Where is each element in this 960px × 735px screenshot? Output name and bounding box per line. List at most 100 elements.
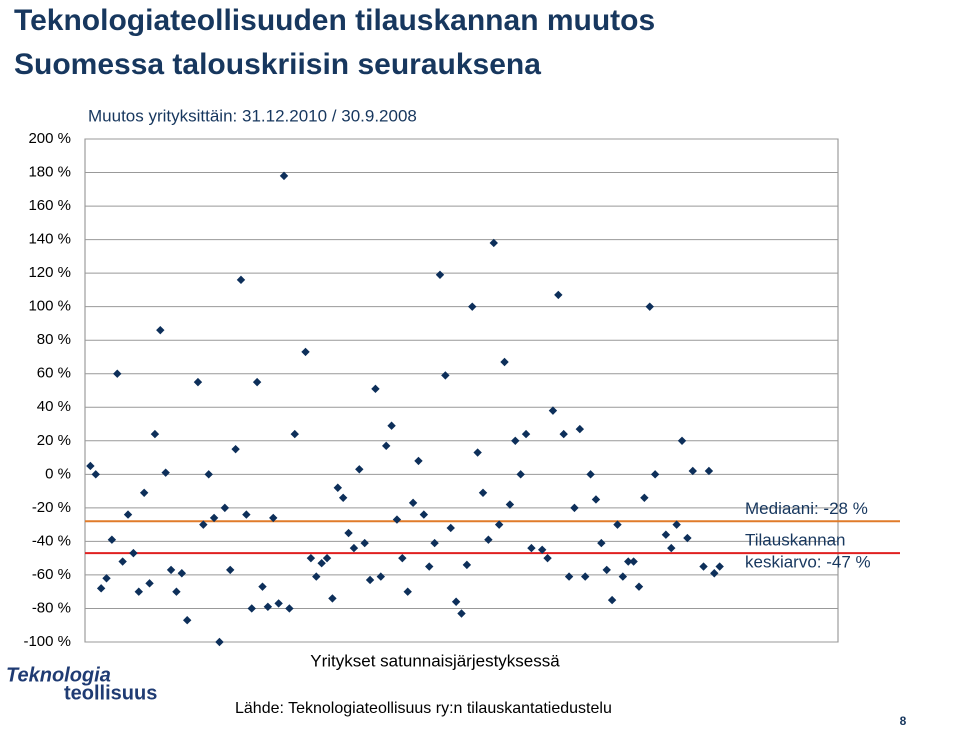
- data-point: [204, 470, 213, 479]
- data-point: [661, 530, 671, 539]
- data-point: [290, 429, 299, 439]
- data-point: [333, 483, 342, 492]
- data-point: [161, 468, 170, 477]
- data-point: [328, 594, 337, 603]
- data-point: [667, 543, 676, 553]
- data-point: [478, 488, 488, 497]
- data-point: [543, 553, 552, 563]
- data-point: [672, 520, 681, 529]
- data-point: [564, 572, 574, 581]
- data-point: [193, 377, 203, 387]
- data-point: [581, 572, 590, 581]
- data-point: [650, 470, 660, 479]
- data-point: [387, 421, 396, 430]
- y-tick-label: -100 %: [23, 633, 71, 650]
- data-point: [156, 325, 165, 335]
- data-point: [408, 498, 418, 508]
- data-point: [258, 582, 267, 591]
- title-line: Teknologiateollisuuden tilauskannan muut…: [14, 4, 655, 37]
- y-tick-label: 200 %: [28, 130, 71, 147]
- data-point: [457, 609, 466, 618]
- data-point: [403, 587, 412, 596]
- data-point: [247, 604, 256, 613]
- data-point: [710, 569, 719, 578]
- y-tick-label: 180 %: [28, 164, 71, 181]
- reference-label: keskiarvo: -47 %: [745, 553, 871, 572]
- data-point: [451, 597, 461, 606]
- data-point: [559, 429, 568, 439]
- data-point: [554, 290, 563, 300]
- data-point: [414, 456, 423, 466]
- logo-line: Teknologia: [6, 664, 111, 686]
- data-point: [484, 535, 493, 544]
- data-point: [645, 302, 654, 311]
- data-point: [586, 470, 595, 479]
- data-point: [521, 429, 531, 439]
- data-point: [537, 545, 547, 554]
- data-point: [505, 500, 515, 509]
- data-point: [441, 371, 450, 380]
- data-point: [602, 565, 611, 575]
- data-point: [683, 533, 692, 543]
- data-point: [473, 448, 482, 457]
- data-point: [86, 461, 95, 471]
- data-point: [446, 523, 455, 533]
- data-point: [322, 553, 332, 563]
- data-point: [166, 565, 176, 575]
- data-point: [677, 436, 687, 445]
- data-point: [468, 302, 477, 311]
- data-point: [618, 572, 628, 581]
- data-point: [236, 275, 246, 285]
- plot-frame: [84, 138, 839, 643]
- data-point: [640, 493, 649, 503]
- y-tick-label: -60 %: [32, 566, 71, 583]
- data-point: [123, 510, 133, 519]
- data-point: [516, 470, 525, 479]
- data-point: [435, 270, 445, 280]
- reference-label: Mediaani: -28 %: [745, 499, 868, 518]
- data-point: [607, 595, 617, 605]
- data-point: [301, 347, 310, 357]
- source: Lähde: Teknologiateollisuus ry:n tilausk…: [235, 700, 612, 717]
- data-point: [398, 553, 407, 563]
- data-point: [425, 562, 434, 571]
- y-tick-label: 100 %: [28, 298, 71, 315]
- data-point: [704, 466, 714, 476]
- data-point: [575, 424, 585, 434]
- data-point: [226, 565, 235, 575]
- data-point: [355, 465, 364, 474]
- data-point: [500, 357, 509, 367]
- logo-line: teollisuus: [64, 682, 157, 704]
- data-point: [527, 543, 536, 553]
- data-point: [430, 538, 439, 548]
- data-point: [102, 574, 111, 583]
- data-point: [231, 444, 240, 454]
- data-point: [134, 587, 143, 596]
- data-point: [624, 557, 633, 566]
- data-point: [629, 557, 638, 566]
- data-point: [312, 572, 321, 581]
- data-point: [634, 582, 644, 591]
- data-point: [699, 562, 708, 571]
- data-point: [145, 579, 154, 588]
- data-point: [96, 584, 106, 593]
- y-tick-label: 0 %: [45, 465, 71, 482]
- data-point: [419, 510, 429, 519]
- data-point: [199, 520, 208, 529]
- data-point: [382, 441, 391, 451]
- data-point: [489, 238, 498, 248]
- data-point: [462, 560, 472, 570]
- data-point: [182, 616, 192, 625]
- y-tick-label: -80 %: [32, 599, 71, 616]
- data-point: [274, 599, 283, 608]
- title-line: Suomessa talouskriisin seurauksena: [14, 48, 541, 81]
- data-point: [139, 488, 149, 497]
- data-point: [338, 493, 348, 503]
- data-point: [548, 406, 558, 415]
- data-point: [113, 369, 122, 378]
- data-point: [570, 503, 579, 513]
- y-tick-label: 20 %: [37, 432, 71, 449]
- data-point: [613, 520, 622, 529]
